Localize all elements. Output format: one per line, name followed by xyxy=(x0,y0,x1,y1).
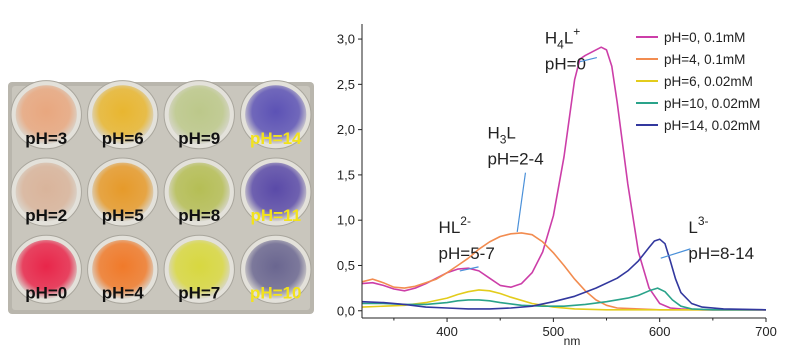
vial-ph-label: pH=6 xyxy=(102,129,144,148)
y-tick-label: 0,5 xyxy=(337,258,355,273)
y-tick-label: 0,0 xyxy=(337,303,355,318)
legend-label: pH=10, 0.02mM xyxy=(664,96,760,111)
species-ph-range: pH=8-14 xyxy=(688,244,754,263)
x-tick-label: 600 xyxy=(649,324,671,339)
species-base: H xyxy=(545,29,557,48)
y-tick-label: 1,5 xyxy=(337,167,355,182)
vial-ph-label: pH=3 xyxy=(25,129,67,148)
vial-solution xyxy=(92,85,154,145)
legend-label: pH=0, 0.1mM xyxy=(664,30,745,45)
chart-legend: pH=0, 0.1mM pH=4, 0.1mM pH=6, 0.02mM pH=10,… xyxy=(636,30,760,133)
species-subscript: 3 xyxy=(500,133,507,147)
vial-solution xyxy=(168,85,230,145)
sample-vials-photo: pH=3 pH=6 pH=9 pH=14 pH=2 pH=5 pH=8 pH=11 pH=0 pH… xyxy=(8,80,314,314)
annotation-pointer xyxy=(660,248,691,259)
plot-series xyxy=(361,46,767,311)
x-tick-label: 700 xyxy=(755,324,777,339)
vial-ph-label: pH=2 xyxy=(25,206,67,225)
species-base: L xyxy=(688,218,697,237)
x-tick-label: 400 xyxy=(436,324,458,339)
legend-label: pH=4, 0.1mM xyxy=(664,52,745,67)
species-label: H3L xyxy=(487,124,515,147)
x-tick-label: 500 xyxy=(543,324,565,339)
y-tick-label: 3,0 xyxy=(337,32,355,47)
species-superscript: 3- xyxy=(698,214,709,228)
vial-ph-label: pH=9 xyxy=(178,129,220,148)
vial-solution xyxy=(15,239,77,299)
vial-solution xyxy=(245,85,307,145)
y-tick-label: 2,5 xyxy=(337,77,355,92)
chart-axes: 0,0 0,5 1,0 1,5 2,0 2,5 3,0 400 500 600 700 nm xyxy=(337,24,777,346)
y-tick-label: 1,0 xyxy=(337,213,355,228)
annotation-pointer xyxy=(459,266,479,272)
vial-solution xyxy=(15,85,77,145)
annotation-pointer xyxy=(579,57,598,63)
legend-label: pH=14, 0.02mM xyxy=(664,118,760,133)
vial-ph-label: pH=0 xyxy=(25,284,67,303)
species-base: HL xyxy=(439,218,461,237)
species-superscript: + xyxy=(573,25,580,39)
species-ph-range: pH=0 xyxy=(545,55,586,74)
species-subscript: 4 xyxy=(557,38,564,52)
vial-ph-label: pH=8 xyxy=(178,206,220,225)
vial-solution xyxy=(15,162,77,222)
species-label: H4L+ xyxy=(545,25,580,52)
species-after: L xyxy=(506,124,515,143)
vial-solution xyxy=(245,162,307,222)
species-label: L3- xyxy=(688,214,708,237)
vial-solution xyxy=(245,239,307,299)
vial-solution xyxy=(168,162,230,222)
legend-label: pH=6, 0.02mM xyxy=(664,74,753,89)
vial-ph-label: pH=5 xyxy=(102,206,144,225)
series-line xyxy=(362,287,766,311)
species-label: HL2- xyxy=(439,214,471,237)
species-after: L xyxy=(564,29,573,48)
series-line xyxy=(361,238,767,311)
vial-rack xyxy=(12,86,310,310)
series-line xyxy=(361,46,766,311)
vial-solution xyxy=(92,162,154,222)
series-line xyxy=(361,289,766,311)
species-superscript: 2- xyxy=(460,214,471,228)
vial-solution xyxy=(92,239,154,299)
species-ph-range: pH=2-4 xyxy=(487,150,543,169)
vial-ph-label: pH=7 xyxy=(178,284,220,303)
vial-ph-label: pH=4 xyxy=(102,284,145,303)
x-axis-label: nm xyxy=(564,334,581,346)
vial-ph-label: pH=11 xyxy=(250,206,301,225)
y-tick-label: 2,0 xyxy=(337,122,355,137)
annotation-pointer xyxy=(516,172,527,233)
vial-ph-label: pH=10 xyxy=(250,284,302,303)
vial-ph-label: pH=14 xyxy=(250,129,302,148)
species-ph-range: pH=5-7 xyxy=(439,244,495,263)
vial-solution xyxy=(168,239,230,299)
species-base: H xyxy=(487,124,499,143)
